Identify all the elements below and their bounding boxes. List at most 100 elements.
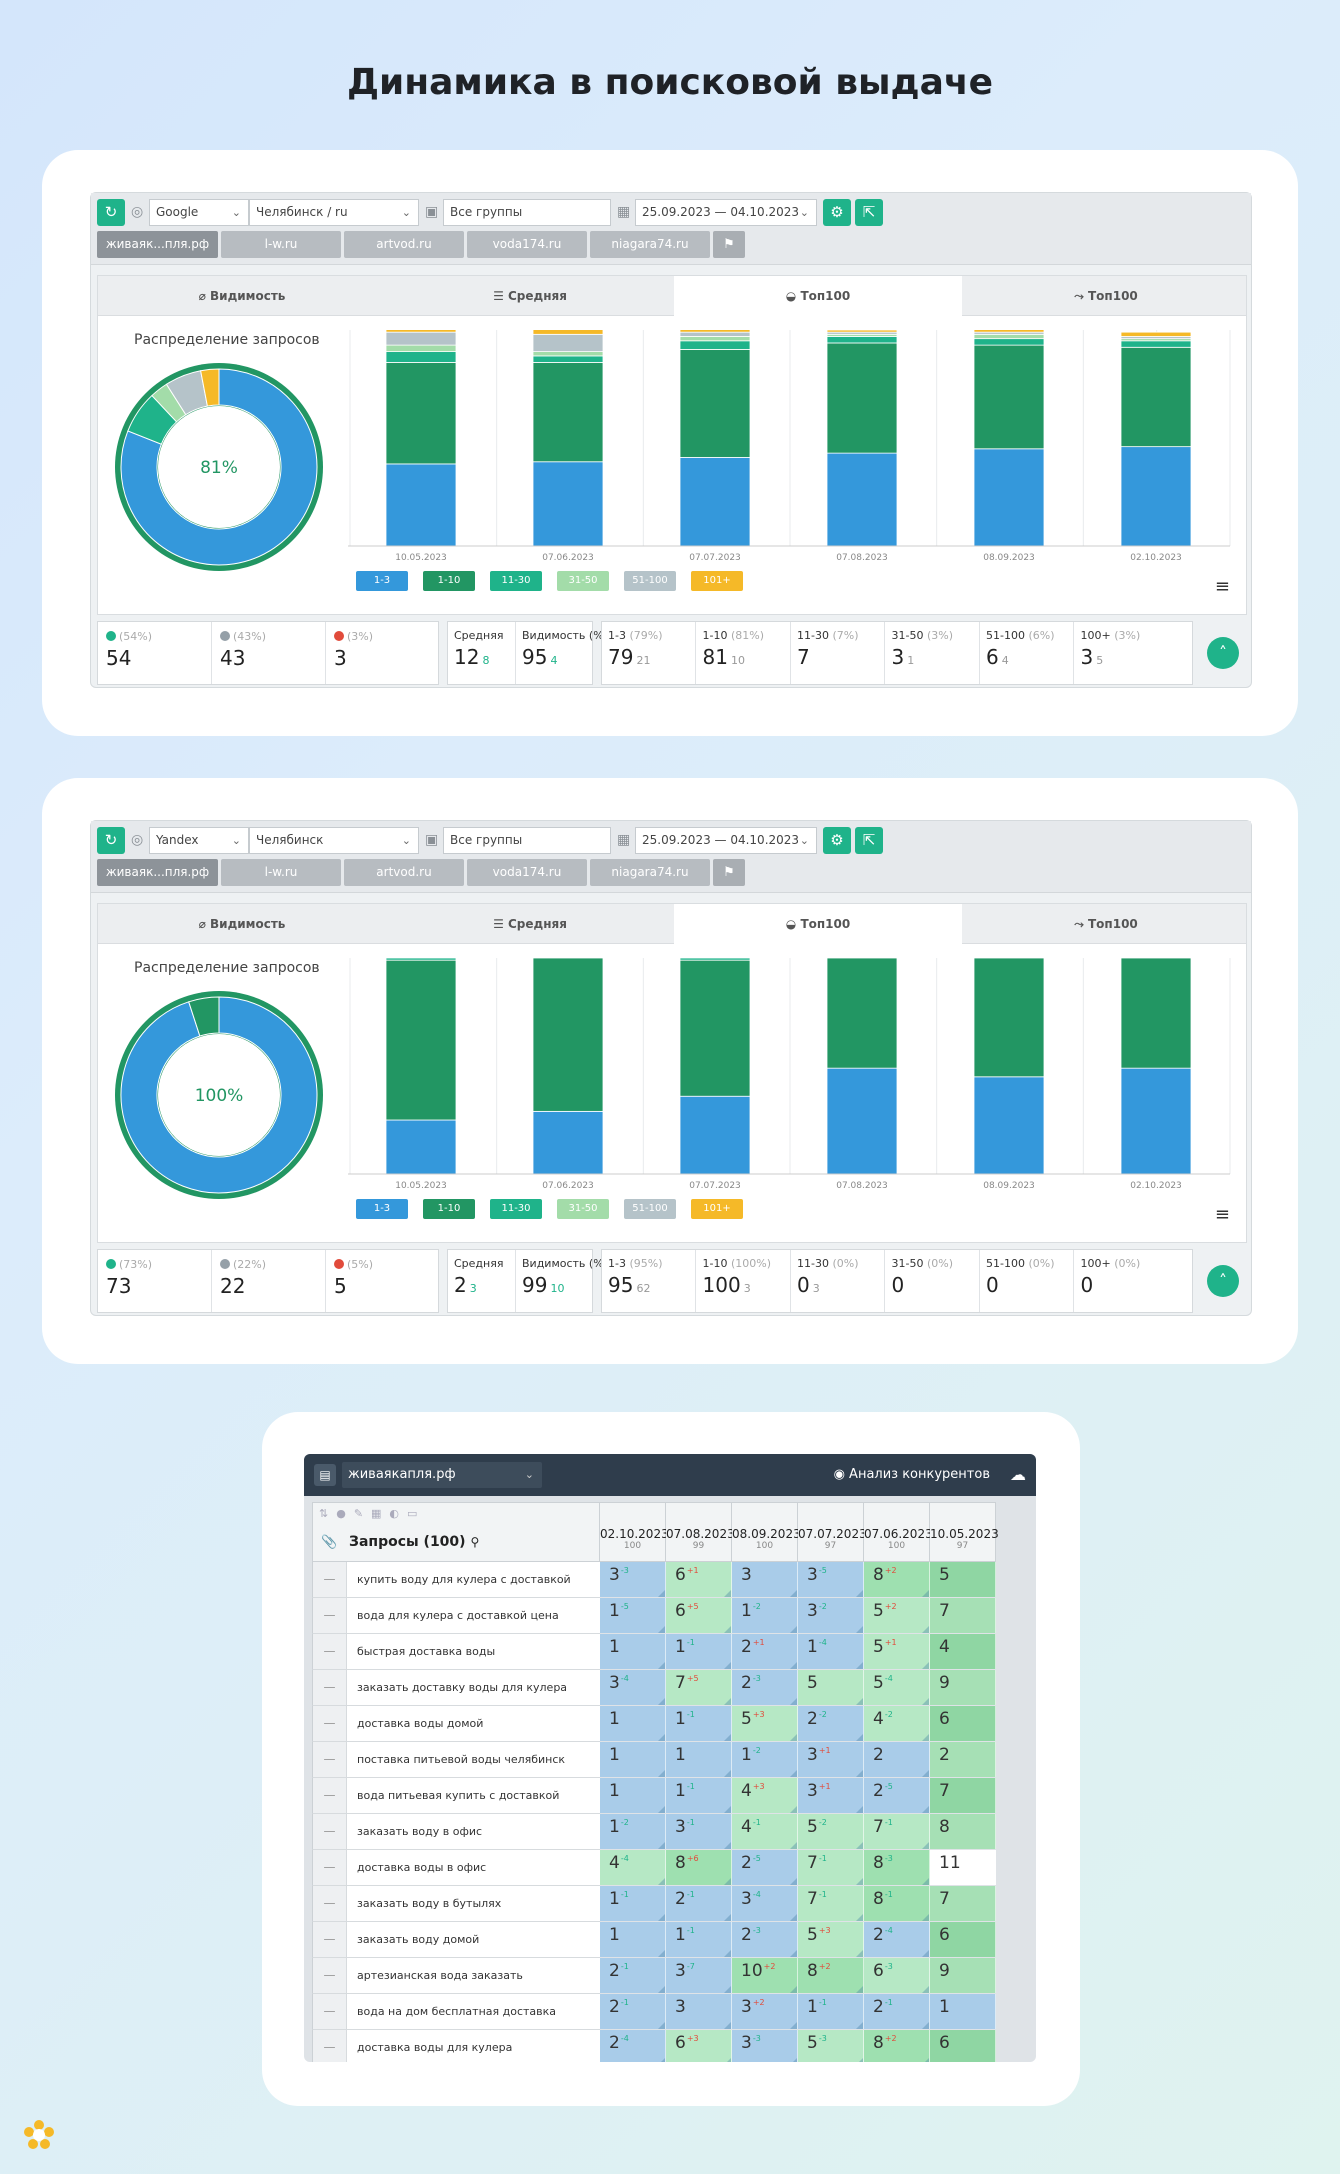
- position-cell[interactable]: 6: [930, 1706, 996, 1741]
- position-cell[interactable]: 7-1: [798, 1850, 864, 1885]
- position-cell[interactable]: 11: [930, 1850, 996, 1885]
- position-cell[interactable]: 8-3: [864, 1850, 930, 1885]
- briefcase-icon[interactable]: ▤: [314, 1464, 336, 1486]
- position-cell[interactable]: 6: [930, 2030, 996, 2062]
- position-cell[interactable]: 3-2: [798, 1598, 864, 1633]
- position-cell[interactable]: 1-1: [666, 1922, 732, 1957]
- site-tab[interactable]: voda174.ru: [467, 859, 587, 886]
- remove-query-icon[interactable]: —: [313, 1598, 347, 1633]
- remove-query-icon[interactable]: —: [313, 1634, 347, 1669]
- settings-button[interactable]: ⚙: [823, 199, 851, 226]
- position-cell[interactable]: 3-3: [600, 1562, 666, 1597]
- remove-query-icon[interactable]: —: [313, 1778, 347, 1813]
- date-column-header[interactable]: 10.05.2023 97: [930, 1502, 999, 1562]
- cloud-upload-icon[interactable]: ☁: [1010, 1465, 1026, 1484]
- position-cell[interactable]: 6: [930, 1922, 996, 1957]
- position-cell[interactable]: 5+3: [732, 1706, 798, 1741]
- position-cell[interactable]: 1-1: [666, 1778, 732, 1813]
- position-cell[interactable]: 2+1: [732, 1634, 798, 1669]
- query-row[interactable]: — доставка воды для кулера: [312, 2030, 600, 2062]
- position-cell[interactable]: 8: [930, 1814, 996, 1849]
- flag-icon[interactable]: ⚑: [713, 859, 745, 886]
- position-cell[interactable]: 5-4: [864, 1670, 930, 1705]
- site-select[interactable]: живаякапля.рф ⌄: [342, 1462, 542, 1488]
- table-tools-icons[interactable]: ⇅●✎▦◐▭: [319, 1507, 426, 1520]
- remove-query-icon[interactable]: —: [313, 1886, 347, 1921]
- date-column-header[interactable]: 07.07.2023 97: [798, 1502, 867, 1562]
- legend-item[interactable]: 31-50: [557, 571, 609, 591]
- site-tab[interactable]: artvod.ru: [344, 859, 464, 886]
- site-tab[interactable]: niagara74.ru: [590, 231, 710, 258]
- position-cell[interactable]: 3-5: [798, 1562, 864, 1597]
- date-column-header[interactable]: 08.09.2023 100: [732, 1502, 801, 1562]
- legend-item[interactable]: 101+: [691, 1199, 743, 1219]
- tab-top100-dynamic[interactable]: ⤳ Топ100: [962, 276, 1250, 316]
- query-row[interactable]: — заказать воду домой: [312, 1922, 600, 1958]
- position-cell[interactable]: 4: [930, 1634, 996, 1669]
- position-cell[interactable]: 4-2: [864, 1706, 930, 1741]
- position-cell[interactable]: 3-7: [666, 1958, 732, 1993]
- position-cell[interactable]: 1-5: [600, 1598, 666, 1633]
- group-input[interactable]: Все группы: [443, 199, 611, 226]
- position-cell[interactable]: 5+1: [864, 1634, 930, 1669]
- position-cell[interactable]: 3+2: [732, 1994, 798, 2029]
- position-cell[interactable]: 6-3: [864, 1958, 930, 1993]
- position-cell[interactable]: 3-4: [600, 1670, 666, 1705]
- position-cell[interactable]: 5: [798, 1670, 864, 1705]
- tab-top100-dynamic[interactable]: ⤳ Топ100: [962, 904, 1250, 944]
- position-cell[interactable]: 5-2: [798, 1814, 864, 1849]
- legend-item[interactable]: 1-10: [423, 571, 475, 591]
- group-input[interactable]: Все группы: [443, 827, 611, 854]
- position-cell[interactable]: 1-4: [798, 1634, 864, 1669]
- date-column-header[interactable]: 07.08.2023 99: [666, 1502, 735, 1562]
- site-tab[interactable]: artvod.ru: [344, 231, 464, 258]
- legend-item[interactable]: 11-30: [490, 1199, 542, 1219]
- position-cell[interactable]: 2: [930, 1742, 996, 1777]
- tab-visibility[interactable]: ⌀ Видимость: [98, 904, 386, 944]
- position-cell[interactable]: 8+6: [666, 1850, 732, 1885]
- position-cell[interactable]: 7: [930, 1886, 996, 1921]
- query-row[interactable]: — купить воду для кулера с доставкой: [312, 1562, 600, 1598]
- position-cell[interactable]: 1-2: [732, 1742, 798, 1777]
- tab-average[interactable]: ☰ Средняя: [386, 904, 674, 944]
- position-cell[interactable]: 1: [600, 1922, 666, 1957]
- position-cell[interactable]: 7: [930, 1598, 996, 1633]
- position-cell[interactable]: 1-1: [666, 1706, 732, 1741]
- tab-top100[interactable]: ◒ Топ100: [674, 276, 962, 317]
- position-cell[interactable]: 1: [600, 1634, 666, 1669]
- legend-item[interactable]: 51-100: [624, 571, 676, 591]
- position-cell[interactable]: 3: [666, 1994, 732, 2029]
- paperclip-icon[interactable]: 📎: [321, 1535, 338, 1550]
- position-cell[interactable]: 7+5: [666, 1670, 732, 1705]
- position-cell[interactable]: 2-3: [732, 1670, 798, 1705]
- tab-top100[interactable]: ◒ Топ100: [674, 904, 962, 945]
- scroll-up-button[interactable]: ˄: [1207, 637, 1239, 669]
- position-cell[interactable]: 8+2: [864, 2030, 930, 2062]
- position-cell[interactable]: 5: [930, 1562, 996, 1597]
- site-tab[interactable]: l-w.ru: [221, 231, 341, 258]
- tab-visibility[interactable]: ⌀ Видимость: [98, 276, 386, 316]
- date-range-select[interactable]: 25.09.2023 — 04.10.2023 ⌄: [635, 199, 817, 226]
- legend-item[interactable]: 101+: [691, 571, 743, 591]
- position-cell[interactable]: 9: [930, 1958, 996, 1993]
- site-tab[interactable]: живаяк...пля.рф: [97, 859, 218, 886]
- flag-icon[interactable]: ⚑: [713, 231, 745, 258]
- position-cell[interactable]: 10+2: [732, 1958, 798, 1993]
- position-cell[interactable]: 2-3: [732, 1922, 798, 1957]
- position-cell[interactable]: 4-4: [600, 1850, 666, 1885]
- position-cell[interactable]: 1-1: [798, 1994, 864, 2029]
- engine-select[interactable]: Yandex ⌄: [149, 827, 249, 854]
- position-cell[interactable]: 2-1: [666, 1886, 732, 1921]
- query-row[interactable]: — заказать воду в бутылях: [312, 1886, 600, 1922]
- date-column-header[interactable]: 07.06.2023 100: [864, 1502, 933, 1562]
- position-cell[interactable]: 2-5: [864, 1778, 930, 1813]
- position-cell[interactable]: 7-1: [798, 1886, 864, 1921]
- legend-item[interactable]: 1-3: [356, 1199, 408, 1219]
- position-cell[interactable]: 3-3: [732, 2030, 798, 2062]
- query-row[interactable]: — поставка питьевой воды челябинск: [312, 1742, 600, 1778]
- date-column-header[interactable]: 02.10.2023 100: [600, 1502, 669, 1562]
- search-icon[interactable]: ⚲: [470, 1535, 480, 1549]
- hamburger-menu-icon[interactable]: ≡: [1214, 1204, 1230, 1225]
- remove-query-icon[interactable]: —: [313, 2030, 347, 2062]
- query-row[interactable]: — доставка воды в офис: [312, 1850, 600, 1886]
